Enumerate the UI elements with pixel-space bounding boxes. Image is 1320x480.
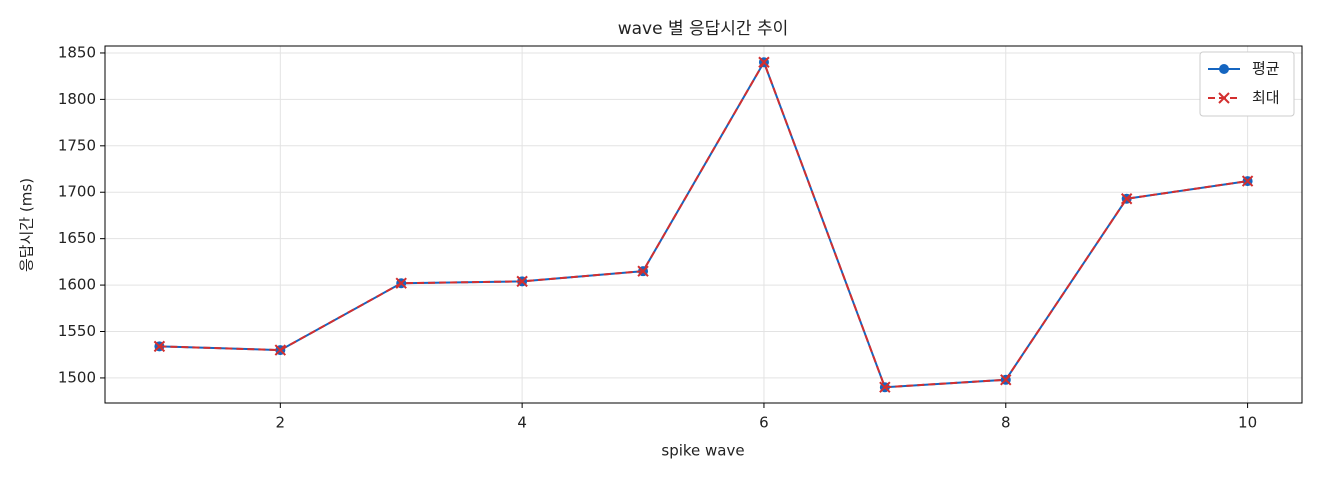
y-tick-label: 1550 — [58, 322, 96, 340]
point — [274, 344, 287, 356]
legend-box — [1199, 51, 1295, 117]
point — [1241, 175, 1254, 187]
point — [637, 265, 649, 277]
point — [758, 56, 770, 68]
x-tick-label: 4 — [517, 414, 527, 432]
point — [395, 277, 407, 289]
legend-label: 최대 — [1252, 89, 1280, 107]
point — [879, 381, 891, 393]
y-tick-label: 1650 — [58, 229, 96, 247]
legend-marker — [1219, 64, 1229, 74]
plot-frame — [104, 45, 1303, 404]
chart-title: wave 별 응답시간 추이 — [618, 19, 789, 39]
point — [1120, 193, 1133, 205]
y-tick-label: 1700 — [58, 183, 96, 201]
y-tick-label: 1800 — [58, 90, 96, 108]
y-axis-label: 응답시간 (ms) — [18, 178, 36, 272]
y-tick-label: 1600 — [58, 276, 96, 294]
y-tick-label: 1850 — [58, 43, 96, 61]
x-tick-label: 2 — [276, 414, 286, 432]
y-tick-label: 1750 — [58, 136, 96, 154]
x-tick-label: 10 — [1238, 414, 1257, 432]
x-axis-label: spike wave — [661, 442, 744, 460]
x-tick-label: 6 — [759, 414, 769, 432]
series-line — [159, 59, 1248, 389]
point — [1000, 374, 1012, 386]
legend-marker — [1218, 92, 1230, 104]
y-tick-label: 1500 — [58, 368, 96, 386]
x-tick-label: 8 — [1001, 414, 1011, 432]
legend-label: 평균 — [1252, 60, 1280, 78]
point — [153, 340, 166, 353]
point — [516, 275, 528, 288]
